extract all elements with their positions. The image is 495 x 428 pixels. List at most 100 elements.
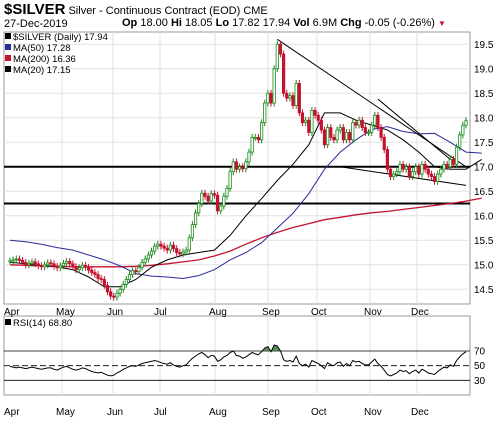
- candle-body: [109, 291, 113, 297]
- legend-swatch-ma50: [5, 44, 11, 50]
- candle-body: [322, 129, 327, 146]
- candle-body: [156, 243, 160, 247]
- price-y-tick-label: 14.5: [474, 285, 494, 296]
- candle-body: [112, 295, 116, 298]
- ohlc-readout: Op 18.00 Hi 18.05 Lo 17.82 17.94 Vol 6.9…: [122, 17, 446, 30]
- x-tick-label-price: Nov: [364, 307, 382, 318]
- candle-body: [392, 173, 396, 177]
- candle-body: [39, 265, 44, 268]
- candle-body: [278, 43, 283, 55]
- low-value: 17.82: [232, 17, 260, 29]
- candle-body: [178, 252, 182, 255]
- candle-body: [93, 272, 97, 275]
- candle-body: [319, 119, 323, 131]
- x-tick-label-price: Sep: [262, 307, 280, 318]
- candle-body: [190, 224, 194, 239]
- x-tick-label-price: Dec: [411, 307, 429, 318]
- candle-body: [231, 161, 235, 173]
- candle-body: [401, 163, 405, 170]
- candle-body: [228, 171, 232, 189]
- candle-body: [105, 284, 110, 293]
- rsi-label: RSI(14) 68.80: [13, 318, 73, 329]
- change-value: -0.05 (-0.26%): [364, 17, 435, 29]
- candle-body: [388, 168, 393, 177]
- candle-body: [181, 251, 185, 255]
- chart-title: $SILVER Silver - Continuous Contract (EO…: [4, 2, 268, 18]
- candle-body: [429, 173, 434, 177]
- candle-body: [445, 163, 449, 168]
- price-y-tick-label: 16.5: [474, 187, 494, 198]
- candle-body: [58, 265, 62, 269]
- high-value: 18.05: [185, 17, 213, 29]
- x-tick-label-rsi: Dec: [411, 407, 429, 418]
- candle-body: [212, 193, 217, 196]
- candle-body: [80, 264, 84, 269]
- candle-body: [451, 159, 456, 165]
- candle-body: [197, 203, 201, 214]
- legend-swatch-price: [5, 33, 11, 39]
- candle-body: [162, 245, 166, 249]
- candle-body: [83, 264, 88, 268]
- candle-body: [184, 249, 188, 253]
- x-tick-label-price: Jul: [154, 307, 167, 318]
- rsi-overbought-fill: [10, 345, 466, 351]
- candle-body: [203, 192, 207, 197]
- candle-body: [52, 263, 56, 267]
- trendline-lower: [340, 166, 467, 186]
- candle-body: [341, 127, 345, 141]
- candle-body: [404, 166, 408, 170]
- ticker-symbol: $SILVER: [4, 1, 66, 18]
- candle-body: [414, 166, 418, 173]
- candle-body: [200, 192, 204, 204]
- candle-body: [294, 83, 298, 106]
- trendline-inner: [377, 98, 451, 160]
- candle-body: [27, 262, 31, 266]
- candle-body: [68, 260, 72, 265]
- open-label: Op: [122, 17, 138, 29]
- legend-swatch-rsi: [5, 319, 11, 325]
- candle-body: [206, 195, 210, 202]
- candle-body: [256, 136, 261, 141]
- x-tick-label-price: Aug: [209, 307, 227, 318]
- price-y-tick-label: 19.5: [474, 40, 494, 51]
- candle-body: [33, 261, 37, 265]
- candle-body: [90, 269, 94, 274]
- candle-body: [140, 261, 144, 268]
- candle-body: [357, 119, 361, 126]
- candle-body: [165, 247, 169, 251]
- candle-body: [121, 283, 125, 290]
- candle-body: [307, 119, 311, 133]
- candle-body: [395, 171, 399, 175]
- candle-body: [127, 274, 132, 280]
- candle-body: [55, 265, 59, 269]
- candle-body: [237, 166, 242, 170]
- candle-body: [269, 92, 273, 104]
- candle-body: [348, 132, 352, 141]
- candle-body: [373, 114, 377, 126]
- x-tick-label-rsi: Aug: [209, 407, 227, 418]
- legend-ma200-label: MA(200) 16.36: [13, 54, 76, 65]
- candle-body: [281, 53, 286, 94]
- candle-body: [407, 166, 411, 177]
- legend-price-label: $SILVER (Daily) 17.94: [13, 32, 108, 43]
- candle-body: [259, 122, 264, 141]
- candle-body: [20, 259, 25, 263]
- candle-body: [225, 187, 229, 197]
- rsi-line: [9, 344, 467, 377]
- price-y-tick-label: 18.0: [474, 113, 494, 124]
- candle-body: [175, 248, 179, 253]
- candle-body: [71, 263, 75, 268]
- candle-body: [153, 245, 157, 252]
- candle-body: [96, 274, 100, 279]
- candle-body: [310, 110, 314, 133]
- candle-body: [291, 95, 295, 106]
- candle-body: [24, 261, 28, 266]
- candle-body: [351, 122, 355, 141]
- candle-body: [326, 127, 330, 146]
- x-tick-label-rsi: Apr: [4, 407, 20, 418]
- ma20-line: [9, 112, 482, 288]
- candle-body: [366, 132, 371, 134]
- candle-body: [464, 120, 468, 126]
- candle-body: [442, 163, 446, 170]
